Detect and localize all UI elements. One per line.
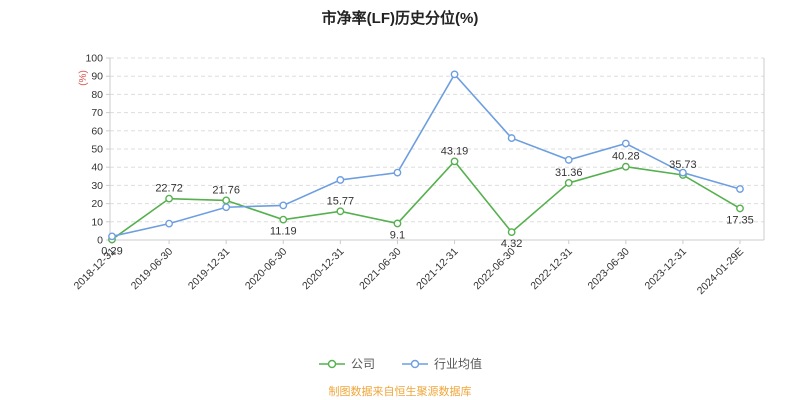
y-tick-label: 90: [91, 71, 103, 83]
legend-marker-company: [318, 359, 345, 368]
series-1-marker[interactable]: [222, 203, 231, 212]
data-label: 35.73: [669, 159, 697, 171]
series-1-marker[interactable]: [736, 185, 744, 193]
y-tick-label: 10: [91, 216, 103, 228]
y-tick-label: 100: [85, 53, 103, 65]
series-0-marker[interactable]: [621, 162, 630, 171]
data-label: 17.35: [726, 214, 754, 226]
series-1-marker[interactable]: [279, 201, 288, 210]
x-tick-label: 2020-12-31: [300, 246, 347, 293]
y-tick-label: 20: [91, 198, 103, 210]
series-1-marker[interactable]: [450, 70, 459, 79]
y-tick-label: 40: [91, 162, 103, 174]
data-label: 22.72: [155, 183, 183, 195]
x-tick-label: 2021-06-30: [357, 246, 404, 293]
x-tick-label: 2023-12-31: [643, 246, 690, 293]
x-tick-label: 2022-06-30: [471, 246, 518, 293]
series-1-marker[interactable]: [679, 168, 687, 177]
series-0-marker[interactable]: [564, 179, 573, 187]
legend: 公司 行业均值: [0, 355, 800, 372]
series-0-marker[interactable]: [279, 215, 288, 224]
series-0-marker[interactable]: [507, 228, 516, 237]
y-tick-label: 80: [91, 89, 103, 101]
x-tick-label: 2019-06-30: [129, 246, 176, 293]
legend-label-company: 公司: [350, 357, 375, 371]
series-0-line: [111, 160, 741, 241]
series-0-marker[interactable]: [336, 207, 345, 216]
data-label: 11.19: [270, 226, 297, 238]
legend-item-company[interactable]: 公司: [318, 355, 375, 372]
series-1-marker[interactable]: [165, 219, 173, 228]
series-1-marker[interactable]: [108, 232, 116, 241]
x-tick-label: 2022-12-31: [528, 246, 575, 293]
y-tick-label: 30: [91, 180, 103, 192]
chart-footer: 制图数据来自恒生聚源数据库: [328, 386, 472, 398]
data-label: 43.19: [441, 145, 469, 157]
x-tick-label: 2024-01-29E: [695, 246, 746, 297]
y-tick-label: 0: [97, 235, 103, 247]
data-label: 4.32: [501, 238, 522, 250]
data-label: 40.28: [612, 151, 640, 163]
y-axis-unit-label: (%): [78, 70, 89, 86]
data-label: 9.1: [390, 229, 405, 241]
legend-item-industry-average[interactable]: 行业均值: [401, 355, 482, 372]
legend-label-industry-average: 行业均值: [434, 357, 483, 371]
data-label: 31.36: [555, 167, 583, 179]
series-0-marker[interactable]: [736, 204, 744, 213]
series-1-marker[interactable]: [393, 168, 402, 177]
series-1-marker[interactable]: [564, 156, 573, 164]
series-0-marker[interactable]: [393, 219, 402, 228]
data-label: 21.76: [212, 184, 240, 196]
y-tick-label: 60: [91, 125, 103, 137]
series-0-marker[interactable]: [222, 196, 231, 205]
series-0-marker[interactable]: [165, 194, 173, 203]
x-tick-label: 2019-12-31: [186, 246, 233, 293]
series-1-marker[interactable]: [507, 134, 516, 142]
series-0-marker[interactable]: [450, 157, 459, 166]
x-tick-label: 2023-06-30: [585, 246, 632, 293]
legend-marker-industry-average: [402, 359, 428, 368]
series-1-line: [111, 73, 741, 238]
x-tick-label: 2020-06-30: [243, 246, 290, 293]
series-1-marker[interactable]: [336, 176, 345, 184]
y-tick-label: 70: [91, 107, 103, 119]
data-label: 0.29: [101, 245, 122, 257]
data-label: 15.77: [327, 195, 355, 207]
series-1-marker[interactable]: [621, 139, 630, 148]
chart-title: 市净率(LF)历史分位(%): [321, 10, 479, 27]
x-tick-label: 2021-12-31: [414, 246, 461, 293]
y-tick-label: 50: [91, 144, 103, 156]
